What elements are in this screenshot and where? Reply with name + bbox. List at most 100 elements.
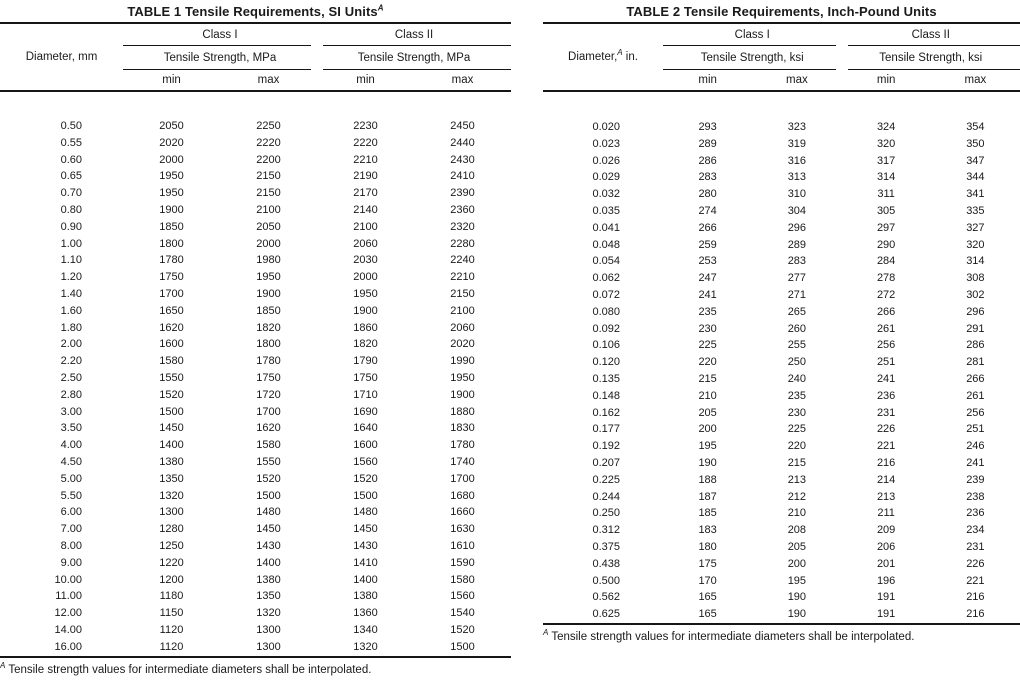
- table-row: 0.148 210 235 236 261: [543, 388, 1020, 405]
- table-cell: 0.50: [60, 120, 82, 132]
- table-cell: 1800: [159, 237, 184, 250]
- table1-title-text: TABLE 1 Tensile Requirements, SI Units: [127, 4, 378, 19]
- table-cell: 289: [698, 137, 717, 150]
- table-cell: 1580: [450, 573, 475, 586]
- table-cell: 0.072: [592, 288, 620, 301]
- table-row: 0.048 259 289 290 320: [543, 237, 1020, 254]
- table-cell: 2150: [450, 287, 475, 300]
- max-header: max: [930, 70, 1020, 92]
- table-cell: 259: [698, 238, 717, 251]
- table-cell: 1660: [450, 506, 475, 519]
- table-cell: 5.00: [60, 472, 82, 485]
- table-row: 0.035 274 304 305 335: [543, 203, 1020, 220]
- table-row: 0.90 1850 2050 2100 2320: [0, 219, 511, 236]
- table-cell: 256: [966, 406, 985, 419]
- table-cell: 0.080: [592, 305, 620, 318]
- table-cell: 246: [966, 440, 985, 453]
- table2: Diameter,A in. Class I Class II Tensile …: [543, 24, 1020, 625]
- diameter-header-text: Diameter, mm: [25, 51, 98, 63]
- table-cell: 283: [787, 255, 807, 268]
- table-cell: 206: [876, 540, 896, 553]
- table-cell: 200: [787, 557, 807, 570]
- table-cell: 2210: [450, 271, 475, 284]
- table-cell: 1620: [159, 321, 184, 334]
- table-cell: 2100: [256, 203, 281, 216]
- table-cell: 1200: [159, 573, 184, 586]
- table-cell: 266: [876, 305, 896, 318]
- table-cell: 195: [698, 440, 717, 453]
- max-header: max: [414, 70, 511, 92]
- table-cell: 2000: [353, 271, 378, 284]
- min-max-header-row: min max min max: [543, 70, 1020, 92]
- table-cell: 205: [787, 540, 807, 553]
- table-row: 0.250 185 210 211 236: [543, 505, 1020, 522]
- table-cell: 314: [876, 171, 896, 184]
- table-cell: 216: [966, 608, 985, 621]
- table-row: 1.80 1620 1820 1860 2060: [0, 320, 511, 337]
- min-header: min: [123, 70, 220, 92]
- table-cell: 1520: [353, 472, 378, 485]
- table-cell: 190: [787, 591, 807, 604]
- table-cell: 2060: [450, 321, 475, 334]
- table-cell: 347: [966, 154, 985, 167]
- table-cell: 0.312: [592, 524, 620, 537]
- table-cell: 1450: [353, 523, 378, 536]
- table-row: 0.60 2000 2200 2210 2430: [0, 152, 511, 169]
- table-cell: 1850: [256, 304, 281, 317]
- table-cell: 1400: [353, 573, 378, 586]
- table-cell: 284: [876, 255, 896, 268]
- table-cell: 16.00: [54, 640, 82, 653]
- table-cell: 0.225: [592, 473, 620, 486]
- table-cell: 2100: [450, 304, 475, 317]
- table-cell: 1800: [256, 338, 281, 351]
- table-row: 10.00 1200 1380 1400 1580: [0, 572, 511, 589]
- table-cell: 1630: [450, 523, 475, 536]
- table-cell: 1560: [353, 455, 378, 468]
- table-cell: 213: [787, 473, 807, 486]
- table-cell: 0.244: [592, 490, 620, 503]
- table-cell: 2060: [353, 237, 378, 250]
- table-cell: 200: [698, 423, 717, 436]
- table-cell: 1900: [256, 287, 281, 300]
- table-cell: 225: [787, 423, 807, 436]
- table-cell: 1400: [256, 556, 281, 569]
- table-cell: 251: [876, 356, 896, 369]
- table-cell: 0.438: [592, 557, 620, 570]
- table-cell: 304: [787, 204, 807, 217]
- table2-title: TABLE 2 Tensile Requirements, Inch-Pound…: [543, 0, 1020, 24]
- table-cell: 0.250: [592, 507, 620, 520]
- table-cell: 1500: [353, 489, 378, 502]
- class-header-row: Diameter, mm Class I Class II: [0, 24, 511, 92]
- table-cell: 230: [698, 322, 717, 335]
- table-cell: 2020: [159, 136, 184, 149]
- table-cell: 1.60: [60, 304, 82, 317]
- table-cell: 1600: [159, 338, 184, 351]
- table2-footnote: A Tensile strength values for intermedia…: [543, 629, 1020, 644]
- table-cell: 1590: [450, 556, 475, 569]
- table-cell: 0.625: [592, 608, 620, 621]
- table-row: 16.00 1120 1300 1320 1500: [0, 639, 511, 657]
- table-row: 11.00 1180 1350 1380 1560: [0, 588, 511, 605]
- table2-body: 0.020 293 323 324 354 0.023 289 319 320 350 0.026 2…: [543, 91, 1020, 624]
- table-cell: 216: [966, 591, 985, 604]
- table-cell: 0.023: [592, 137, 620, 150]
- table-cell: 2000: [256, 237, 281, 250]
- table-cell: 1400: [159, 439, 184, 452]
- table-row: 0.135 215 240 241 266: [543, 371, 1020, 388]
- table-cell: 2.80: [60, 388, 82, 401]
- table-cell: 302: [966, 288, 985, 301]
- table-row: 0.029 283 313 314 344: [543, 169, 1020, 186]
- table-cell: 319: [787, 137, 807, 150]
- table-row: 5.00 1350 1520 1520 1700: [0, 471, 511, 488]
- table-cell: 1500: [256, 489, 281, 502]
- table-cell: 1550: [159, 371, 184, 384]
- table-cell: 11.00: [55, 590, 82, 603]
- table-cell: 215: [698, 372, 717, 385]
- table-cell: 311: [877, 188, 895, 201]
- table-cell: 201: [876, 557, 896, 570]
- table-cell: 278: [876, 272, 896, 285]
- table-cell: 0.135: [592, 372, 620, 385]
- table-row: 0.55 2020 2220 2220 2440: [0, 135, 511, 152]
- table-cell: 1600: [353, 439, 378, 452]
